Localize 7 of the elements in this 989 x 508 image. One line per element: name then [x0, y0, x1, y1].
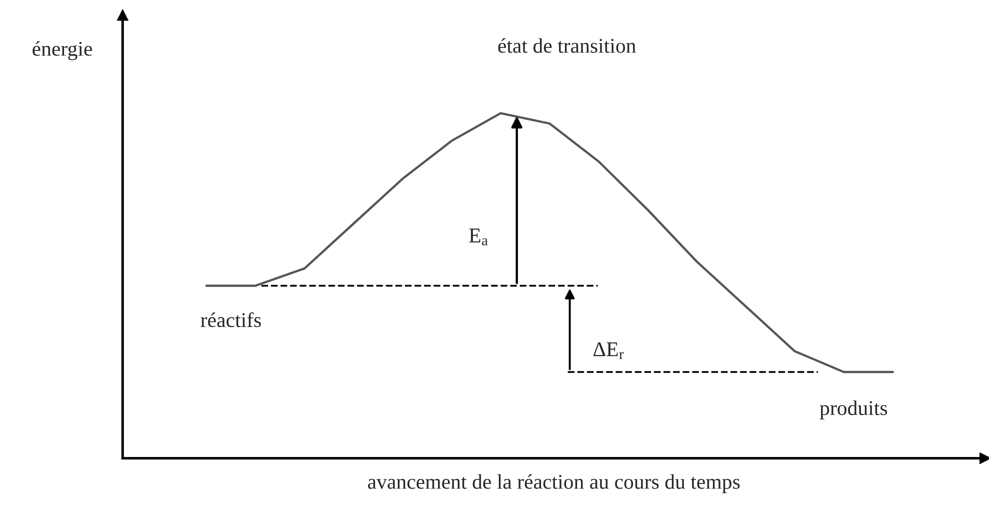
text: énergie: [32, 41, 92, 60]
annotation: E$_{a}$: [469, 228, 488, 246]
annotation: réactifs: [200, 312, 261, 328]
text: état de transition: [498, 38, 636, 53]
annotation: ΔE$_{r}$: [593, 342, 624, 359]
annotation: produits: [820, 400, 888, 420]
x-axis-title: avancement de la réaction au cours du temps: [368, 474, 740, 494]
